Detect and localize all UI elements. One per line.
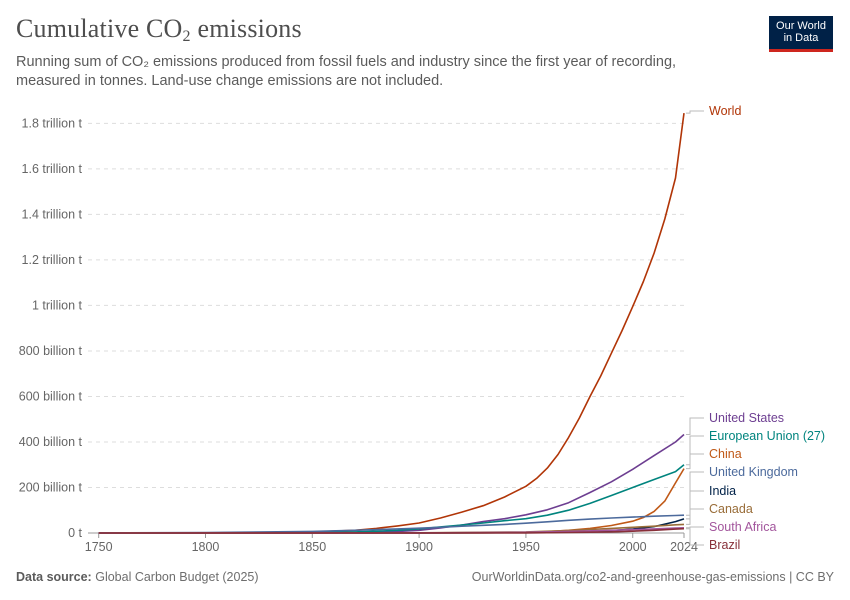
chart-subtitle: Running sum of CO₂ emissions produced fr…: [16, 54, 677, 89]
y-tick-label: 800 billion t: [19, 344, 83, 358]
y-tick-label: 1.8 trillion t: [22, 116, 83, 130]
y-tick-label: 400 billion t: [19, 435, 83, 449]
footer-link[interactable]: OurWorldinData.org/co2-and-greenhouse-ga…: [471, 570, 834, 584]
title-main: Cumulative CO: [16, 14, 183, 43]
legend-connector: [686, 110, 704, 114]
title-subscript: 2: [182, 28, 191, 45]
legend-label-south-africa: South Africa: [709, 520, 776, 534]
owid-logo[interactable]: Our World in Data: [769, 16, 833, 52]
legend-label-united-states: United States: [709, 411, 784, 425]
legend-connector: [686, 490, 704, 520]
x-tick-label: 2000: [619, 540, 647, 554]
x-tick-label: 2024: [670, 540, 698, 554]
legend-label-china: China: [709, 447, 742, 461]
chart-title: Cumulative CO2 emissions: [16, 14, 302, 46]
title-end: emissions: [190, 14, 302, 43]
legend-label-united-kingdom: United Kingdom: [709, 465, 798, 479]
data-source-label: Data source:: [16, 570, 92, 584]
legend-label-canada: Canada: [709, 502, 753, 516]
x-tick-label: 1850: [298, 540, 326, 554]
line-chart: 0 t 200 billion t 400 billion t 600 billion…: [19, 104, 825, 554]
logo-line1: Our World: [776, 20, 826, 32]
y-tick-label: 1.4 trillion t: [22, 207, 83, 221]
y-tick-label: 0 t: [68, 526, 82, 540]
x-tick-label: 1800: [192, 540, 220, 554]
x-tick-label: 1950: [512, 540, 540, 554]
legend-label-brazil: Brazil: [709, 538, 740, 552]
legend-label-world: World: [709, 104, 741, 118]
legend-connector: [686, 526, 704, 529]
series-line-brazil: [98, 527, 685, 534]
x-tick-label: 1900: [405, 540, 433, 554]
legend-connector: [686, 528, 704, 546]
legend-connector: [686, 417, 704, 435]
y-tick-label: 1.2 trillion t: [22, 253, 83, 267]
y-tick-label: 600 billion t: [19, 389, 83, 403]
data-source-value[interactable]: Global Carbon Budget (2025): [95, 570, 259, 584]
legend-label-european-union-27: European Union (27): [709, 429, 825, 443]
x-tick-label: 1750: [85, 540, 113, 554]
y-tick-label: 1.6 trillion t: [22, 162, 83, 176]
y-tick-label: 1 trillion t: [32, 298, 83, 312]
legend-connector: [686, 508, 704, 525]
legend-connector: [686, 453, 704, 470]
series-line-united-kingdom: [98, 514, 685, 534]
series-line-european-union-27: [98, 464, 685, 534]
legend-connector: [686, 435, 704, 466]
series-line-world: [98, 112, 685, 534]
data-source: Data source: Global Carbon Budget (2025): [16, 570, 259, 584]
y-tick-label: 200 billion t: [19, 480, 83, 494]
legend-label-india: India: [709, 484, 736, 498]
logo-line2: in Data: [783, 32, 819, 44]
